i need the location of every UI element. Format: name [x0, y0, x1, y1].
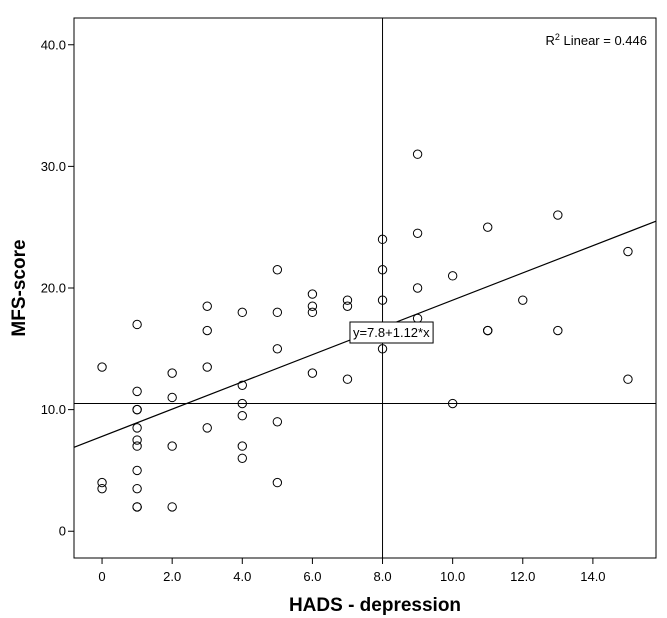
data-point [132, 441, 142, 451]
plot-frame [73, 17, 657, 559]
data-point [272, 477, 283, 488]
data-point [412, 313, 423, 324]
data-point [237, 398, 247, 409]
x-tick-label: 8.0 [373, 569, 391, 584]
data-point [447, 398, 458, 409]
x-axis-ticks: 0 2.0 4.0 6.0 8.0 10.0 12.0 14.0 [98, 558, 606, 584]
data-point [483, 222, 493, 232]
x-axis-title: HADS - depression [289, 595, 461, 616]
data-point [272, 307, 283, 318]
data-point [202, 301, 212, 311]
data-point [342, 301, 353, 311]
data-point [132, 465, 142, 476]
x-tick-label: 10.0 [440, 569, 465, 584]
data-point [132, 435, 142, 445]
x-tick-label: 2.0 [163, 569, 181, 584]
data-point [623, 246, 633, 257]
data-point [272, 265, 283, 275]
data-point [307, 368, 318, 378]
data-point [237, 380, 247, 390]
data-point [342, 295, 353, 305]
y-axis-title: MFS-score [9, 239, 30, 336]
data-point [97, 362, 107, 372]
data-point [377, 265, 388, 275]
data-point [132, 502, 142, 512]
data-point [307, 301, 318, 311]
x-tick-label: 4.0 [233, 569, 251, 584]
data-point [132, 483, 142, 494]
data-point [202, 362, 212, 372]
data-point [132, 404, 142, 415]
x-tick-label: 12.0 [510, 569, 535, 584]
data-point [307, 307, 318, 318]
data-point [483, 325, 493, 336]
data-point [377, 295, 388, 305]
y-tick-label: 20.0 [41, 281, 66, 296]
y-tick-label: 40.0 [41, 37, 66, 52]
data-point [97, 477, 107, 488]
data-point [447, 271, 458, 281]
data-point [132, 423, 142, 433]
data-point [272, 417, 283, 427]
data-point [167, 441, 177, 451]
data-point [623, 374, 633, 384]
data-point [237, 441, 247, 451]
x-tick-label: 0 [98, 569, 105, 584]
y-axis-ticks: 0 10.0 20.0 30.0 40.0 [41, 37, 74, 539]
y-tick-label: 10.0 [41, 402, 66, 417]
r-squared-label: R2 Linear = 0.446 [545, 32, 647, 48]
data-points [97, 149, 633, 512]
data-point [237, 307, 247, 318]
data-point [272, 344, 283, 354]
data-point [307, 289, 318, 299]
y-tick-label: 0 [59, 524, 66, 539]
data-point [202, 423, 212, 433]
data-point [553, 325, 563, 336]
data-point [97, 483, 107, 494]
data-point [132, 386, 142, 397]
data-point [237, 411, 247, 421]
fit-equation-label: y=7.8+1.12*x [353, 325, 430, 340]
fit-equation-frame [349, 321, 434, 344]
x-tick-label: 6.0 [303, 569, 321, 584]
data-point [167, 502, 177, 512]
fit-equation-box: y=7.8+1.12*x [349, 321, 434, 344]
data-point [412, 149, 423, 159]
data-point [167, 368, 177, 378]
data-point [202, 325, 212, 336]
data-point [412, 283, 423, 293]
data-point [342, 374, 353, 384]
data-point [518, 295, 528, 305]
y-tick-label: 30.0 [41, 159, 66, 174]
data-point [553, 210, 563, 220]
data-point [132, 319, 142, 330]
data-point [237, 453, 247, 463]
data-point [377, 344, 388, 354]
data-point [377, 234, 388, 245]
data-point [412, 228, 423, 238]
data-point [167, 392, 177, 403]
reference-lines [74, 18, 656, 558]
x-tick-label: 14.0 [580, 569, 605, 584]
